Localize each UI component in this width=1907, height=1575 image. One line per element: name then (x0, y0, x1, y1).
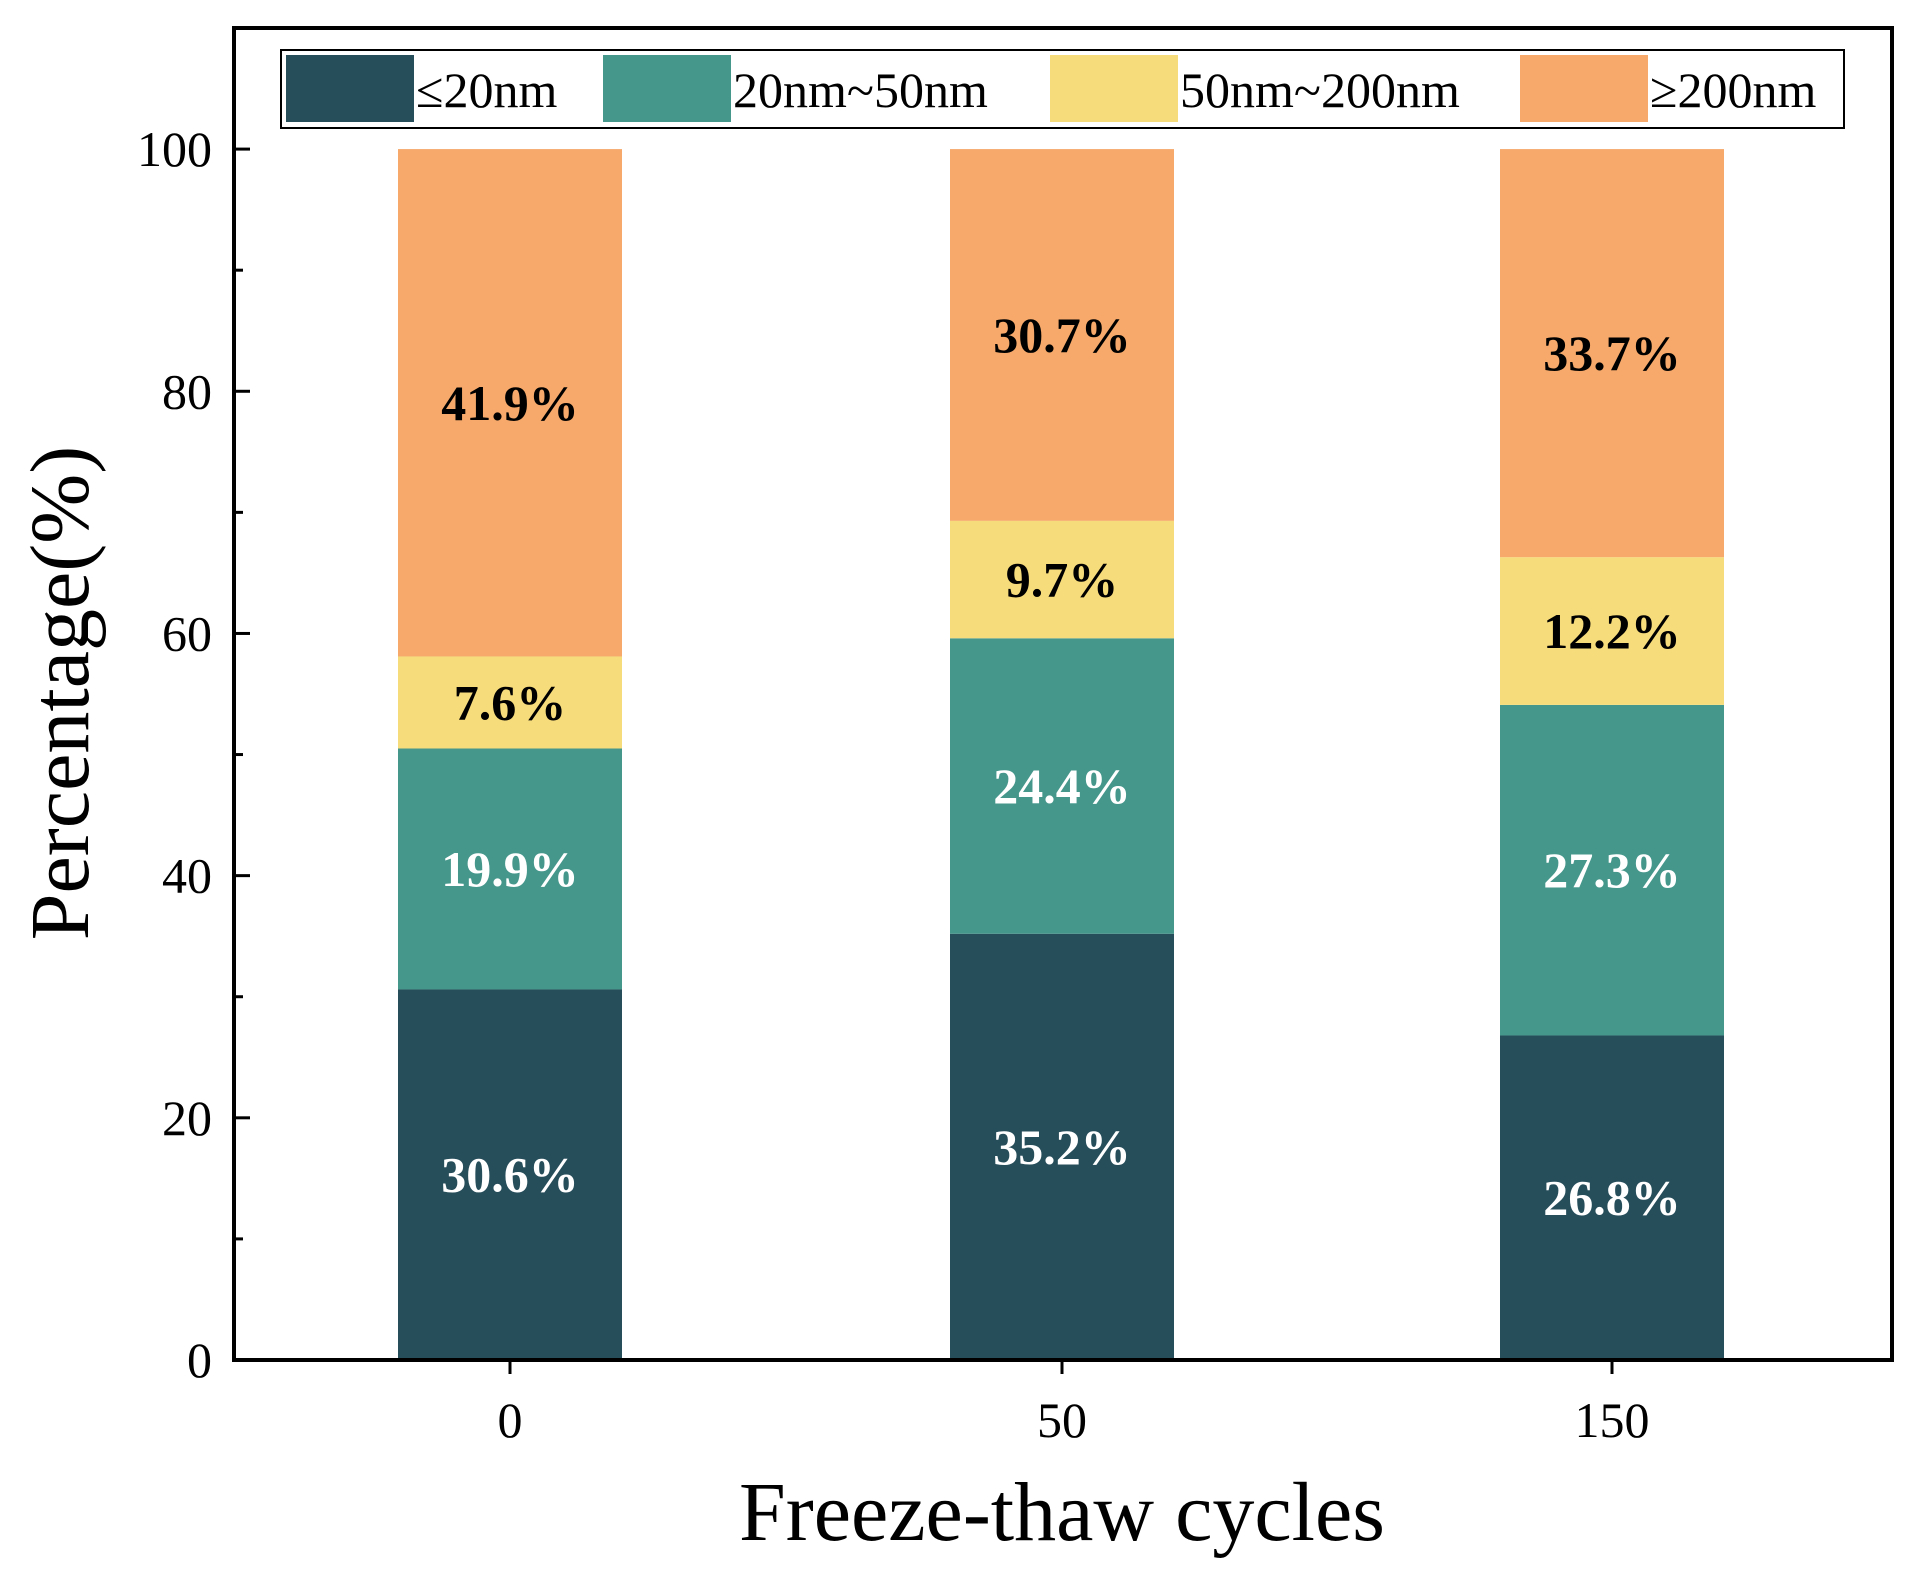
bar-segment (1500, 704, 1724, 1036)
x-tick-label: 0 (498, 1392, 523, 1448)
x-tick-label: 50 (1037, 1392, 1087, 1448)
legend-swatch (1520, 55, 1648, 122)
bar-data-label: 41.9% (441, 375, 579, 431)
bars-layer: 30.6% 19.9% 7.6% 41.9% 35.2% 24.4% 9.7% 30.7% 26… (398, 149, 1724, 1360)
y-tick-label: 20 (162, 1090, 212, 1146)
legend-swatch (1050, 55, 1178, 122)
bar-segment (398, 149, 622, 657)
bar-segment (950, 638, 1174, 934)
y-tick-label: 100 (137, 121, 212, 177)
bar-segment (398, 989, 622, 1360)
x-axis-title: Freeze-thaw cycles (739, 1466, 1385, 1559)
bar-data-label: 26.8% (1543, 1170, 1681, 1226)
bar-segment (950, 520, 1174, 639)
bar-data-label: 19.9% (441, 841, 579, 897)
legend-swatch (286, 55, 414, 122)
bar-data-label: 9.7% (1006, 552, 1119, 608)
legend: ≤20nm 20nm~50nm 50nm~200nm ≥200nm (280, 49, 1845, 129)
bar-segment (398, 748, 622, 990)
legend-label: 50nm~200nm (1180, 62, 1460, 118)
bar-segment (1500, 1035, 1724, 1360)
legend-label: 20nm~50nm (733, 62, 988, 118)
y-tick-label: 40 (162, 848, 212, 904)
bar-data-label: 30.6% (441, 1147, 579, 1203)
bar-data-label: 7.6% (454, 674, 567, 730)
legend-label: ≤20nm (416, 62, 557, 118)
legend-swatch (603, 55, 731, 122)
bar-segment (1500, 149, 1724, 558)
x-tick-label: 150 (1575, 1392, 1650, 1448)
bar-data-label: 30.7% (993, 307, 1131, 363)
axes-layer: 0 20 40 60 80 100 0 50 150 (137, 26, 1894, 1448)
bar-segment (1500, 557, 1724, 705)
bar-data-label: 27.3% (1543, 842, 1681, 898)
bar-data-label: 33.7% (1543, 325, 1681, 381)
bar-data-label: 24.4% (993, 758, 1131, 814)
bar-segment (950, 149, 1174, 521)
bar-data-label: 12.2% (1543, 603, 1681, 659)
y-tick-label: 80 (162, 363, 212, 419)
legend-label: ≥200nm (1650, 62, 1816, 118)
y-tick-label: 0 (187, 1332, 212, 1388)
bar-data-label: 35.2% (993, 1119, 1131, 1175)
bar-segment (950, 933, 1174, 1360)
bar-segment (398, 656, 622, 749)
y-tick-label: 60 (162, 605, 212, 661)
y-axis-title: Percentage(%) (14, 446, 107, 940)
